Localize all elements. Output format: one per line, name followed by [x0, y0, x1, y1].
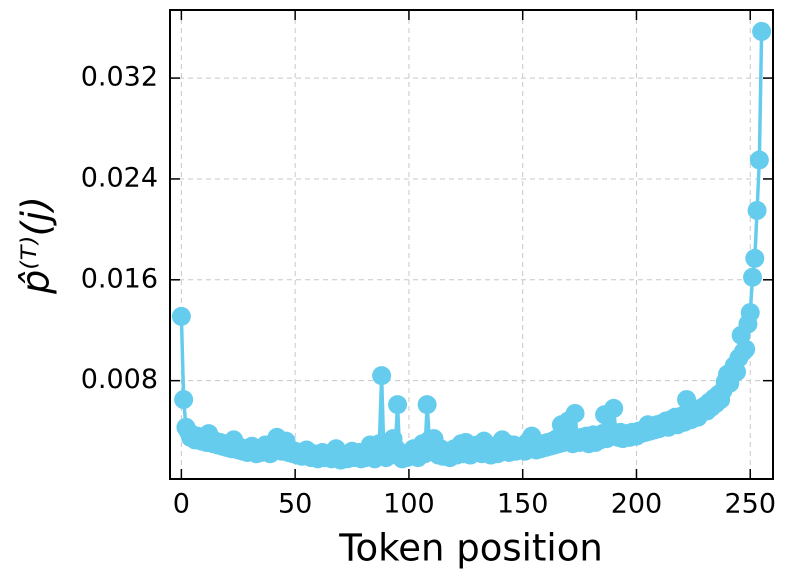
data-point	[565, 403, 585, 423]
data-point	[743, 267, 763, 287]
data-point	[372, 366, 392, 386]
data-point	[417, 395, 437, 415]
data-point	[747, 200, 767, 220]
y-tick-label: 0.016	[81, 263, 158, 294]
data-point	[752, 21, 772, 41]
x-tick-label: 150	[497, 489, 549, 520]
data-point	[740, 303, 760, 323]
data-point	[388, 395, 408, 415]
y-tick-label: 0.024	[81, 162, 158, 193]
x-tick-label: 100	[383, 489, 435, 520]
data-point	[736, 339, 756, 359]
data-point	[745, 248, 765, 268]
y-tick-label: 0.032	[81, 62, 158, 93]
y-axis-label: p̂⁽ᵀ⁾(j)	[14, 196, 58, 295]
x-axis-label: Token position	[338, 527, 603, 570]
data-point	[174, 390, 194, 410]
data-point	[604, 398, 624, 418]
data-line	[179, 31, 764, 462]
x-tick-label: 0	[173, 489, 190, 520]
y-tick-label: 0.008	[81, 364, 158, 395]
x-tick-label: 250	[724, 489, 776, 520]
x-tick-label: 200	[611, 489, 663, 520]
data-point	[749, 150, 769, 170]
data-point	[171, 306, 191, 326]
x-tick-label: 50	[278, 489, 312, 520]
plot-frame	[169, 9, 774, 480]
